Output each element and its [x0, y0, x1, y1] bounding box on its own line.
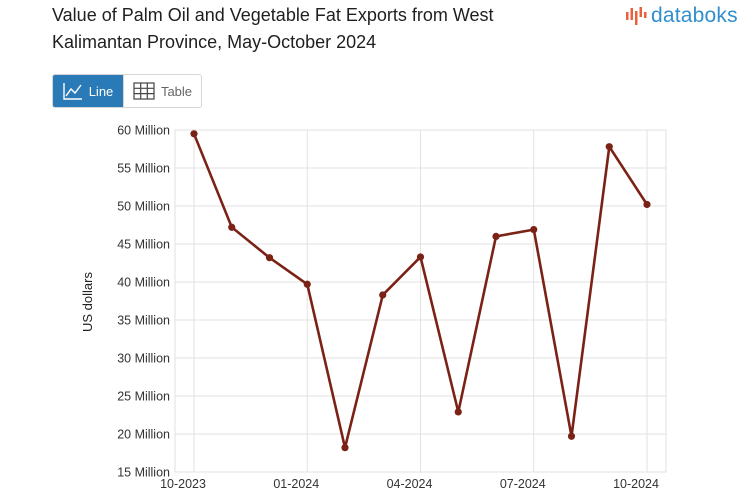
y-tick-label: 55 Million — [117, 162, 170, 176]
data-point[interactable] — [265, 254, 274, 262]
data-point[interactable] — [303, 280, 311, 288]
data-point[interactable] — [416, 253, 425, 261]
x-tick-label: 04-2024 — [387, 477, 433, 491]
brand-name: databoks — [651, 4, 738, 27]
line-view-button[interactable]: Line — [53, 75, 123, 107]
chart-title: Value of Palm Oil and Vegetable Fat Expo… — [52, 5, 494, 52]
chart-gridlines — [174, 129, 667, 473]
series-line-group — [190, 130, 651, 452]
data-point[interactable] — [228, 223, 236, 231]
x-tick-label: 07-2024 — [500, 477, 546, 491]
y-tick-label: 30 Million — [117, 352, 170, 366]
data-point[interactable] — [341, 444, 349, 452]
brand-logo: databoks — [625, 4, 738, 28]
line-view-label: Line — [88, 83, 114, 99]
data-point[interactable] — [530, 225, 538, 234]
table-grid-icon — [133, 82, 155, 100]
data-point[interactable] — [567, 432, 576, 440]
table-view-label: Table — [160, 83, 193, 99]
y-tick-label: 25 Million — [117, 390, 170, 404]
y-tick-label: 15 Million — [117, 466, 170, 480]
databoks-logo-icon — [626, 7, 647, 25]
y-tick-label: 35 Million — [117, 314, 170, 328]
y-tick-label: 60 Million — [117, 124, 170, 138]
view-toggle: Line Table — [52, 74, 202, 108]
y-tick-label: 50 Million — [117, 200, 170, 214]
x-tick-label: 10-2023 — [160, 477, 206, 491]
data-point[interactable] — [190, 130, 198, 138]
y-axis-label: US dollars — [80, 272, 95, 332]
y-axis-ticks: 15 Million 20 Million 25 Million 30 Million… — [117, 124, 170, 480]
data-point[interactable] — [605, 143, 613, 151]
x-tick-label: 01-2024 — [273, 477, 319, 491]
data-point[interactable] — [643, 200, 651, 209]
table-view-button[interactable]: Table — [123, 75, 201, 107]
y-tick-label: 40 Million — [117, 276, 170, 290]
y-tick-label: 45 Million — [117, 238, 170, 252]
data-point[interactable] — [379, 291, 387, 299]
data-point[interactable] — [492, 232, 500, 240]
y-tick-label: 20 Million — [117, 428, 170, 442]
x-axis-ticks: 10-2023 01-2024 04-2024 07-2024 10-2024 — [160, 477, 659, 491]
line-chart-icon — [63, 83, 82, 100]
x-tick-label: 10-2024 — [613, 477, 659, 491]
data-point[interactable] — [454, 408, 462, 416]
